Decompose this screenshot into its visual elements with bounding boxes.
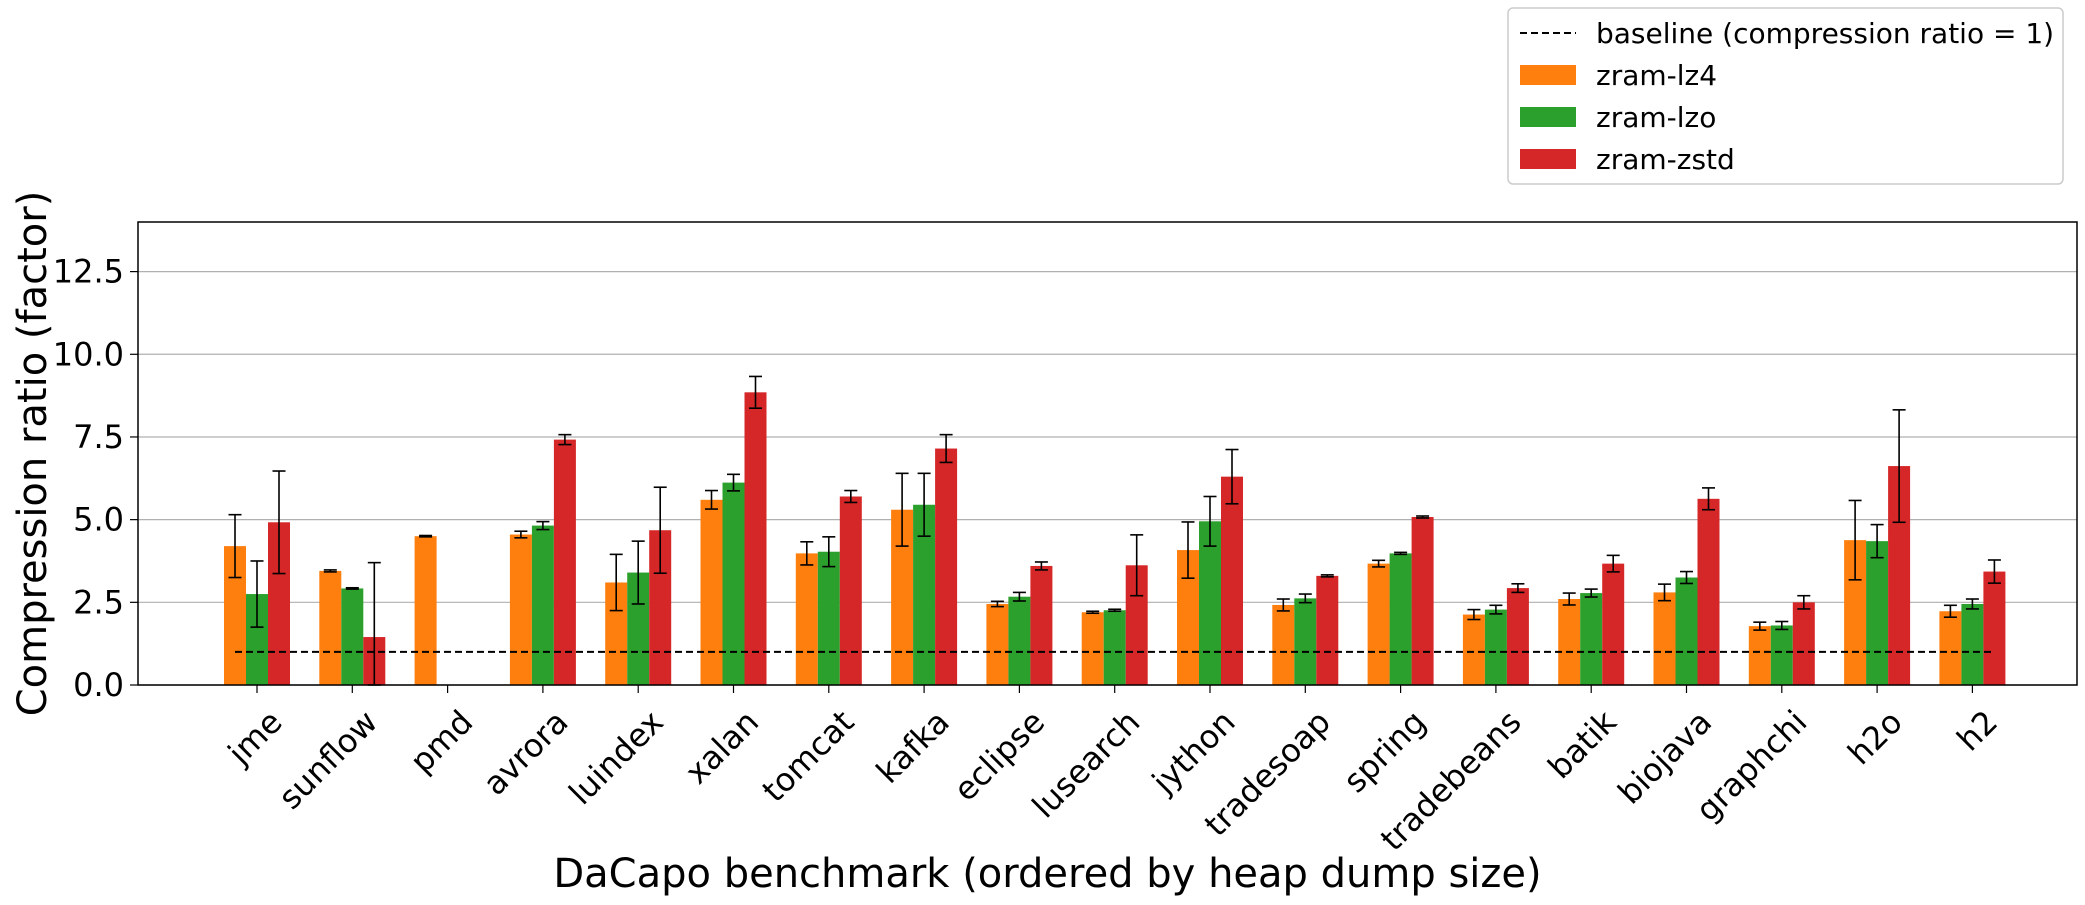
legend-label: baseline (compression ratio = 1)	[1596, 17, 2054, 50]
bar-zram-lzo-spring	[1389, 553, 1412, 685]
x-tick-label: batik	[1540, 702, 1624, 786]
bar-zram-lzo-batik	[1580, 593, 1603, 685]
y-tick-label: 10.0	[53, 335, 124, 373]
bar-zram-lz4-eclipse	[986, 603, 1009, 685]
legend-swatch	[1520, 65, 1576, 85]
bar-zram-zstd-biojava	[1697, 498, 1720, 685]
y-tick-label: 5.0	[73, 501, 124, 539]
legend-swatch	[1520, 149, 1576, 169]
bar-zram-lz4-tradebeans	[1462, 614, 1485, 685]
bar-zram-lz4-spring	[1367, 563, 1390, 685]
bar-zram-lz4-lusearch	[1081, 612, 1104, 685]
bar-zram-lzo-h2	[1961, 603, 1984, 685]
bar-zram-lz4-kafka	[891, 509, 914, 685]
bar-zram-lz4-tomcat	[795, 553, 818, 685]
bar-zram-zstd-tomcat	[839, 496, 862, 685]
bar-zram-zstd-luindex	[649, 530, 672, 685]
x-tick-label: pmd	[403, 703, 481, 781]
legend-label: zram-lz4	[1596, 59, 1717, 92]
bar-zram-lz4-batik	[1558, 599, 1581, 685]
legend-swatch	[1520, 107, 1576, 127]
bar-zram-lzo-tomcat	[817, 551, 840, 685]
bar-zram-lz4-sunflow	[319, 570, 342, 685]
bar-zram-zstd-graphchi	[1792, 602, 1815, 685]
bar-zram-lz4-jme	[224, 546, 246, 685]
x-tick-label: kafka	[869, 703, 957, 791]
bar-zram-lz4-graphchi	[1748, 626, 1771, 685]
x-tick-label: h2o	[1840, 703, 1909, 772]
bar-zram-lzo-sunflow	[341, 588, 364, 685]
bar-zram-zstd-jme	[268, 522, 290, 685]
y-tick-label: 7.5	[73, 418, 124, 456]
bar-zram-lz4-xalan	[700, 499, 723, 685]
bar-zram-lz4-h2	[1939, 611, 1962, 685]
legend-label: zram-lzo	[1596, 101, 1716, 134]
bar-zram-lzo-lusearch	[1103, 610, 1126, 685]
x-tick-label: luindex	[561, 703, 670, 812]
bar-zram-zstd-batik	[1602, 563, 1625, 685]
bar-zram-lz4-luindex	[605, 582, 628, 685]
bar-zram-lzo-biojava	[1675, 577, 1698, 685]
bar-zram-lzo-tradesoap	[1294, 598, 1317, 685]
bar-zram-lz4-biojava	[1653, 592, 1676, 685]
bar-zram-zstd-kafka	[935, 448, 958, 685]
bar-zram-lz4-pmd	[414, 536, 437, 685]
bar-zram-lzo-xalan	[722, 482, 745, 685]
bar-zram-zstd-spring	[1411, 516, 1434, 685]
x-tick-label: xalan	[678, 703, 767, 792]
bar-zram-lzo-tradebeans	[1484, 609, 1507, 685]
bar-zram-lzo-graphchi	[1770, 625, 1793, 685]
bar-zram-lzo-luindex	[627, 572, 650, 685]
bar-zram-lzo-h2o	[1866, 541, 1889, 685]
x-tick-label: jme	[220, 703, 290, 773]
bar-zram-lzo-eclipse	[1008, 596, 1031, 685]
bar-zram-zstd-xalan	[744, 392, 767, 685]
bar-zram-lz4-tradesoap	[1272, 604, 1295, 685]
legend-label: zram-zstd	[1596, 143, 1735, 176]
x-tick-label: tomcat	[755, 703, 862, 810]
y-axis-ticks: 0.0 2.5 5.0 7.5 10.0 12.5	[53, 253, 138, 704]
y-tick-label: 0.0	[73, 666, 124, 704]
bar-zram-zstd-eclipse	[1030, 565, 1053, 685]
x-tick-label: sunflow	[271, 703, 385, 817]
bar-zram-zstd-h2	[1983, 571, 2006, 685]
x-axis-label: DaCapo benchmark (ordered by heap dump s…	[553, 851, 1541, 897]
y-tick-label: 12.5	[53, 253, 124, 291]
plot-frame	[137, 221, 2078, 686]
bar-zram-lzo-jme	[246, 594, 268, 685]
bar-zram-zstd-h2o	[1888, 466, 1911, 685]
bar-zram-zstd-tradebeans	[1506, 588, 1529, 685]
bar-zram-lz4-h2o	[1844, 540, 1867, 685]
bar-zram-lzo-avrora	[531, 525, 554, 685]
bar-zram-zstd-jython	[1221, 476, 1243, 685]
bar-zram-zstd-tradesoap	[1316, 575, 1339, 685]
error-bars	[228, 375, 2001, 686]
bar-zram-lzo-kafka	[913, 504, 936, 685]
x-tick-label: h2	[1949, 703, 2005, 759]
x-tick-label: avrora	[476, 703, 576, 803]
legend-box	[1507, 7, 2064, 185]
legend: baseline (compression ratio = 1) zram-lz4…	[1507, 7, 2064, 185]
bar-zram-lz4-avrora	[509, 534, 532, 685]
y-tick-label: 2.5	[73, 583, 124, 621]
y-axis-label: Compression ratio (factor)	[10, 191, 56, 717]
bar-zram-zstd-avrora	[553, 439, 576, 685]
bar-zram-lzo-jython	[1199, 521, 1221, 685]
bars	[224, 392, 2006, 685]
